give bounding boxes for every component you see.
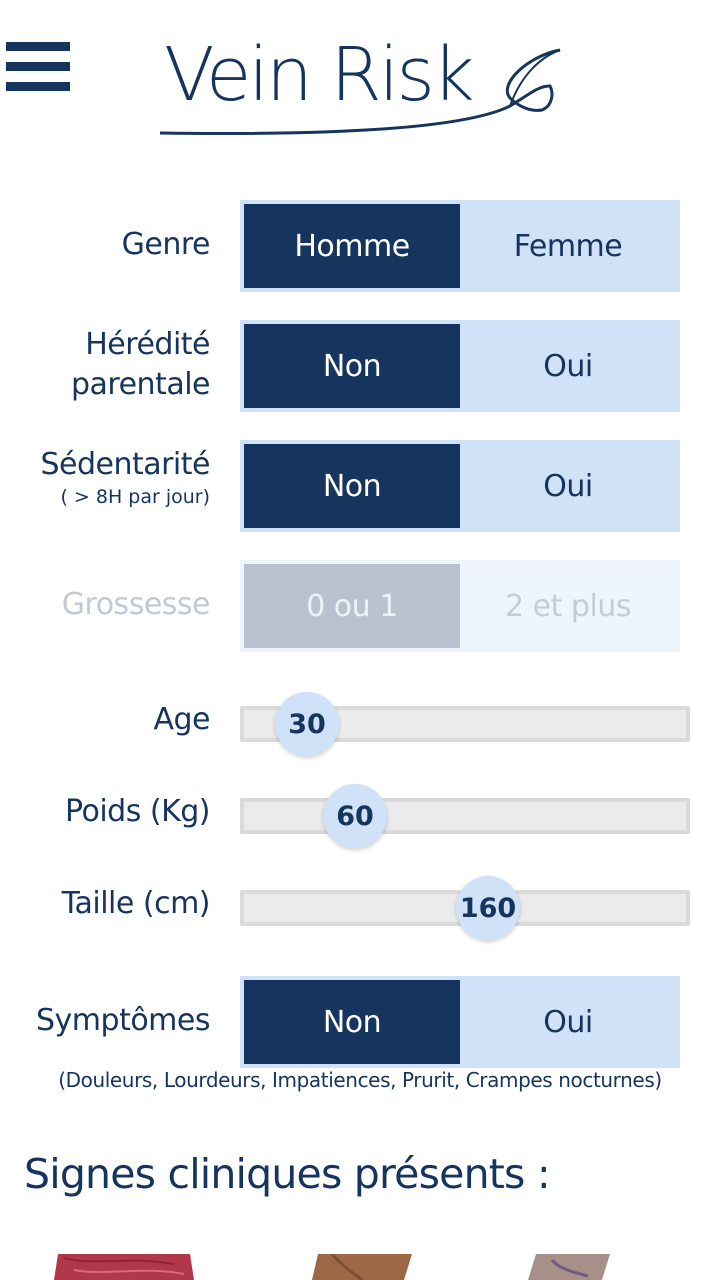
heredite-option-non[interactable]: Non [244,324,460,408]
clinical-sign-image-3[interactable] [528,1254,612,1280]
genre-label: Genre [121,227,211,262]
heredite-label: Hérédité parentale [0,325,211,405]
symptomes-toggle: Non Oui [240,976,680,1068]
grossesse-option-0-ou-1: 0 ou 1 [244,564,460,648]
clinical-sign-image-1[interactable] [54,1254,194,1280]
poids-slider[interactable]: 60 [240,784,690,848]
symptomes-option-non[interactable]: Non [244,980,460,1064]
heredite-label-line2: parentale [70,367,211,402]
heredite-option-oui[interactable]: Oui [543,348,593,384]
sedentarite-sublabel: ( > 8H par jour) [60,486,210,508]
poids-label: Poids (Kg) [64,794,211,829]
genre-option-homme[interactable]: Homme [244,204,460,288]
sedentarite-option-oui[interactable]: Oui [543,468,593,504]
taille-slider-thumb[interactable]: 160 [456,876,520,940]
heredite-label-line1: Hérédité [85,327,210,362]
menu-bar [6,42,70,51]
symptomes-note: (Douleurs, Lourdeurs, Impatiences, Pruri… [58,1068,662,1092]
app-name: Vein Risk [164,32,475,118]
grossesse-toggle: 0 ou 1 2 et plus [240,560,680,652]
poids-slider-thumb[interactable]: 60 [323,784,387,848]
clinical-signs-title: Signes cliniques présents : [24,1150,551,1198]
age-label: Age [153,702,210,737]
sedentarite-toggle: Non Oui [240,440,680,532]
age-slider-thumb[interactable]: 30 [275,692,339,756]
heredite-toggle: Non Oui [240,320,680,412]
grossesse-option-2-et-plus: 2 et plus [505,588,631,624]
hamburger-menu-icon[interactable] [6,40,72,92]
symptomes-label: Symptômes [36,1003,211,1038]
taille-slider[interactable]: 160 [240,876,690,940]
age-slider[interactable]: 30 [240,692,690,756]
app-logo: Vein Risk [158,36,568,142]
symptomes-option-oui[interactable]: Oui [543,1004,593,1040]
sedentarite-option-non[interactable]: Non [244,444,460,528]
sedentarite-label: Sédentarité ( > 8H par jour) [0,445,210,509]
menu-bar [6,82,70,91]
genre-toggle: Homme Femme [240,200,680,292]
grossesse-label: Grossesse [61,587,211,622]
taille-label: Taille (cm) [61,886,211,921]
clinical-sign-image-2[interactable] [312,1254,414,1280]
poids-slider-track[interactable] [240,798,690,834]
wave-swoosh-icon [159,48,561,136]
sedentarite-label-text: Sédentarité [40,447,210,482]
genre-option-femme[interactable]: Femme [513,228,623,264]
menu-bar [6,62,70,71]
